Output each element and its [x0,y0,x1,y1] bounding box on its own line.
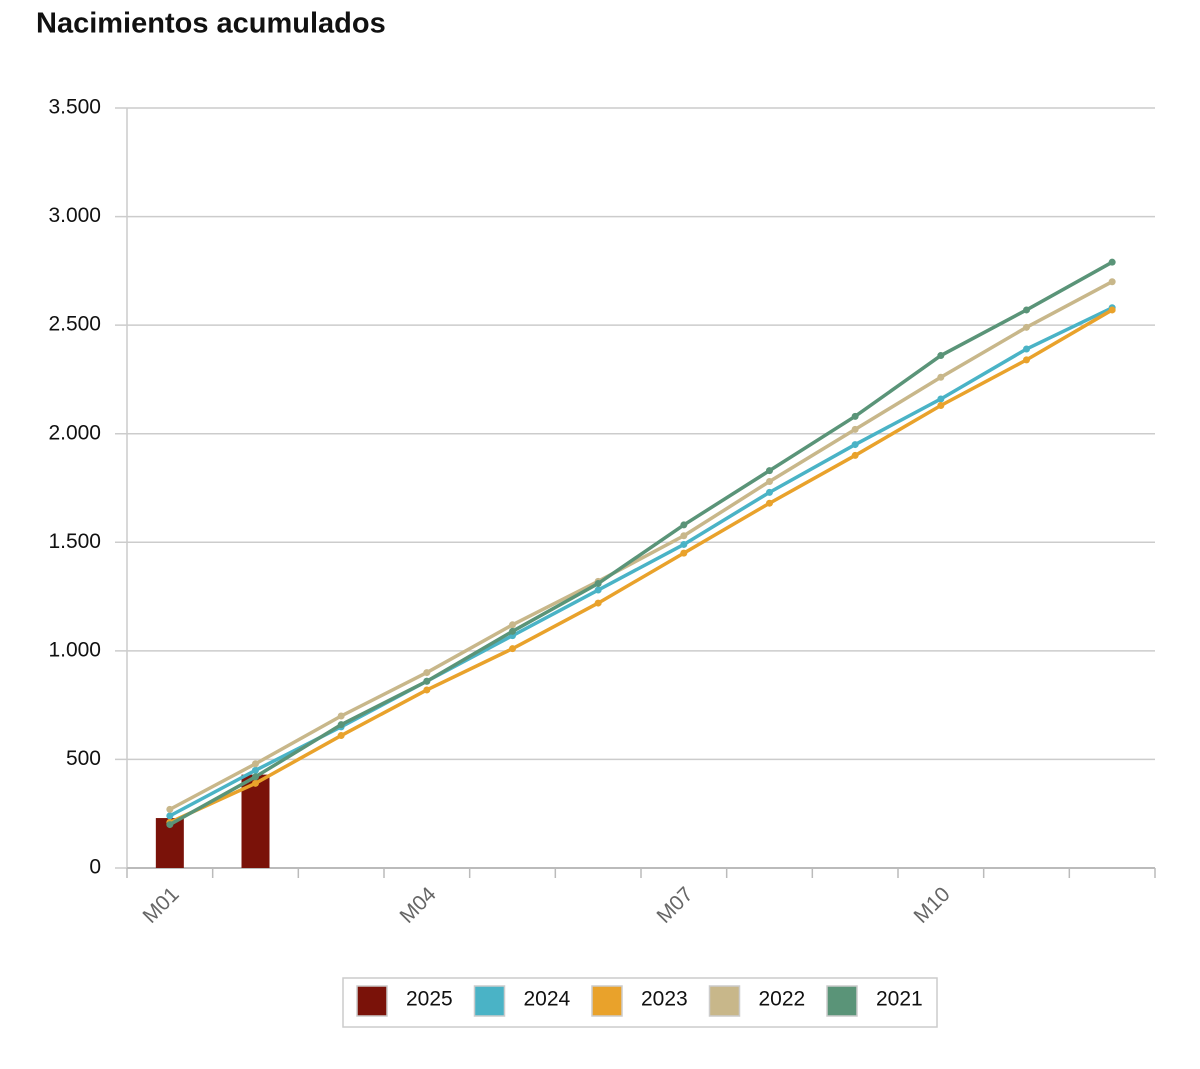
legend-label: 2022 [759,988,806,1011]
point [937,401,945,409]
point [766,467,773,475]
point [937,373,945,381]
point [337,721,345,729]
point [252,779,259,787]
point [166,812,174,820]
legend-swatch [473,985,506,1017]
point [423,686,431,694]
x-tick-label: M04 [396,883,441,928]
legend-swatch [356,985,388,1017]
line [168,260,1114,827]
legend-label: 2021 [876,988,923,1011]
y-tick-label: 3.500 [48,96,101,119]
x-tick-label: M01 [139,883,184,928]
point [1023,345,1030,353]
point [1023,323,1030,331]
x-tick-label: M10 [910,883,955,928]
legend-label: 2023 [641,988,688,1011]
point [1023,306,1030,314]
legend-label: 2024 [524,988,571,1011]
point [594,599,602,607]
point [252,766,259,774]
point [766,488,773,496]
legend-swatch [591,985,623,1017]
y-tick-label: 500 [66,747,101,770]
line [169,280,1113,811]
y-tick-label: 3.000 [48,204,101,227]
point [337,732,345,740]
y-tick-label: 1.000 [48,638,101,661]
chart-title: Nacimientos acumulados [36,8,386,40]
point [680,532,688,540]
point [594,580,602,588]
point [1023,356,1030,364]
legend-swatch [826,985,858,1017]
point [851,425,859,433]
y-tick-label: 2.500 [48,313,101,336]
point [1108,278,1116,286]
point [423,669,431,677]
point [166,805,174,813]
point [766,477,773,485]
point [252,773,259,781]
point [594,586,602,594]
point [337,712,345,720]
y-tick-label: 1.500 [48,530,101,553]
line [169,308,1114,824]
point [937,395,945,403]
point [509,621,516,629]
point [509,645,516,653]
point [851,441,859,449]
point [423,677,431,685]
legend-swatch [708,985,741,1017]
y-tick-label: 2.000 [48,421,101,444]
point [851,451,859,459]
point [252,760,259,768]
y-tick-label: 0 [89,856,101,879]
point [166,821,174,829]
line [169,306,1113,818]
point [851,412,859,420]
bar [241,774,270,868]
point [766,499,773,507]
point [680,540,688,548]
legend: 2025 2024 2023 2022 2021 [342,977,938,1028]
point [509,627,516,635]
legend-label: 2025 [406,988,453,1011]
point [937,352,945,360]
point [1108,258,1116,266]
point [680,549,688,557]
point [680,521,688,529]
point [1108,306,1116,314]
x-tick-label: M07 [653,883,698,928]
